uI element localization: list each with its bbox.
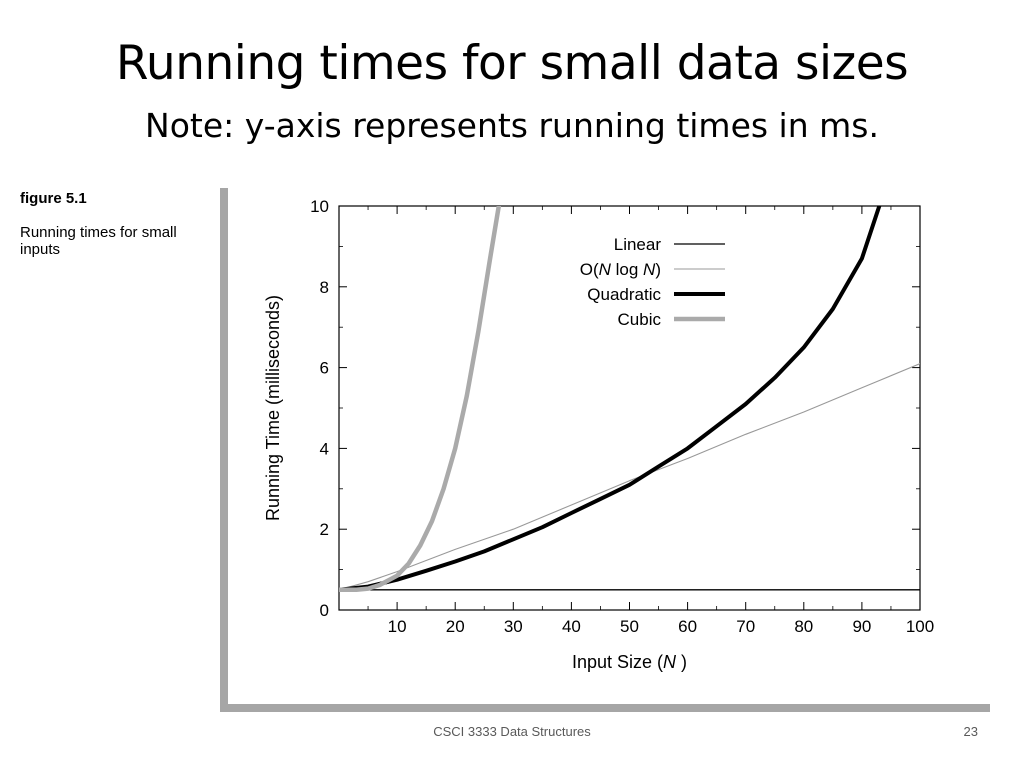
figure-label: figure 5.1 (20, 190, 87, 207)
slide-subtitle: Note: y-axis represents running times in… (145, 106, 879, 145)
x-tick-label: 30 (504, 617, 523, 636)
x-tick-label: 20 (446, 617, 465, 636)
plot-area: 10 20 30 40 50 60 70 80 90 100 0 2 4 6 8 10 Input Size (… (263, 197, 934, 672)
legend-label: Linear (614, 235, 662, 254)
legend-label: O(N log N) (580, 260, 661, 279)
figure-caption: Running times for small inputs (20, 224, 177, 258)
x-tick-label: 90 (852, 617, 871, 636)
series-line-o-n-log-n (339, 363, 920, 591)
x-axis-label: Input Size (N ) (572, 652, 687, 672)
slide-title: Running times for small data sizes (115, 36, 909, 91)
y-tick-label: 2 (320, 520, 329, 539)
y-tick-label: 8 (320, 278, 329, 297)
y-tick-label: 6 (320, 359, 329, 378)
series-line-quadratic (339, 206, 882, 592)
y-tick-label: 10 (310, 197, 329, 216)
x-tick-label: 40 (562, 617, 581, 636)
legend-label: Cubic (618, 310, 662, 329)
x-tick-label: 10 (388, 617, 407, 636)
page-number: 23 (963, 724, 978, 739)
x-tick-label: 100 (906, 617, 934, 636)
figure-frame-vertical (220, 188, 228, 712)
x-tick-label: 80 (794, 617, 813, 636)
legend-label: Quadratic (587, 285, 661, 304)
y-tick-label: 4 (320, 439, 329, 458)
y-axis-label: Running Time (milliseconds) (263, 295, 283, 521)
x-tick-label: 50 (620, 617, 639, 636)
x-tick-label: 70 (736, 617, 755, 636)
x-tick-label: 60 (678, 617, 697, 636)
y-tick-label: 0 (320, 601, 329, 620)
series-lines (339, 206, 920, 593)
figure-frame-horizontal (220, 704, 990, 712)
legend: Linear O(N log N) Quadratic Cubic (580, 235, 725, 329)
series-line-cubic (339, 206, 502, 593)
slide-footer: CSCI 3333 Data Structures (433, 724, 591, 739)
